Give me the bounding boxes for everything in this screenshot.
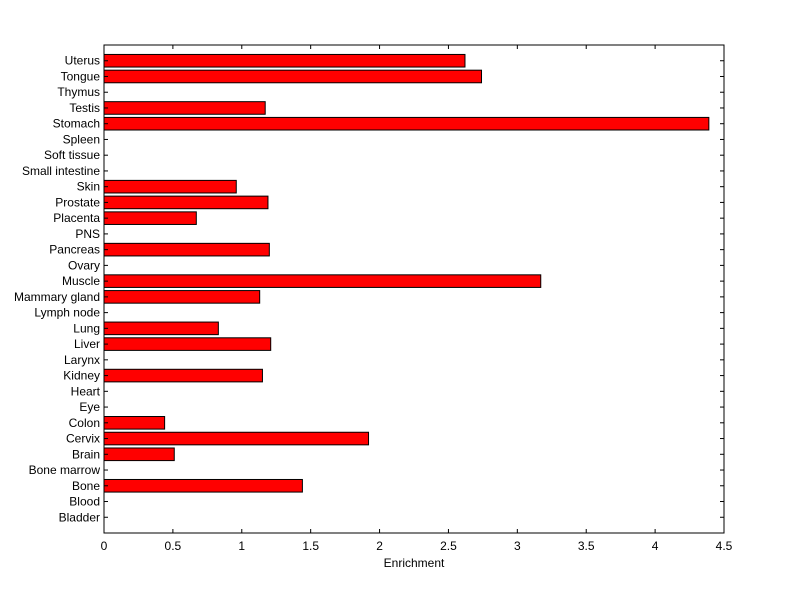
bar-stomach (103, 116, 710, 131)
y-tick-label: Thymus (57, 85, 100, 99)
bar-brain (103, 447, 175, 462)
bar-cervix (103, 431, 370, 446)
x-tick-label: 0.5 (165, 539, 182, 553)
y-tick-label: Muscle (62, 274, 100, 288)
y-tick-label: Stomach (53, 117, 100, 131)
y-tick-label: PNS (75, 227, 100, 241)
y-tick-label: Placenta (53, 211, 100, 225)
x-tick-label: 2.5 (440, 539, 457, 553)
x-axis-label: Enrichment (384, 556, 445, 570)
bar-uterus (103, 53, 466, 68)
bar-skin (103, 179, 237, 194)
y-tick-label: Bladder (59, 510, 100, 524)
y-tick-label: Kidney (63, 369, 100, 383)
y-tick-label: Colon (69, 416, 100, 430)
bar-kidney (103, 368, 263, 383)
bar-testis (103, 101, 266, 115)
y-tick-label: Tongue (61, 69, 101, 83)
y-tick-label: Eye (79, 400, 100, 414)
x-tick-label: 0 (101, 539, 108, 553)
y-tick-label: Lymph node (34, 306, 100, 320)
bar-pancreas (103, 242, 270, 257)
bar-liver (103, 337, 272, 351)
x-tick-label: 1 (238, 539, 245, 553)
y-tick-label: Cervix (66, 432, 100, 446)
y-tick-label: Liver (74, 337, 100, 351)
y-tick-label: Pancreas (49, 243, 100, 257)
y-tick-label: Small intestine (22, 164, 100, 178)
bar-tongue (103, 69, 483, 84)
bar-lung (103, 321, 219, 336)
x-tick-label: 2 (376, 539, 383, 553)
bar-colon (103, 416, 166, 430)
y-tick-label: Larynx (64, 353, 100, 367)
bar-placenta (103, 211, 197, 225)
bar-muscle (103, 274, 542, 288)
bar-prostate (103, 195, 269, 210)
y-tick-label: Heart (71, 384, 101, 398)
x-tick-label: 3 (514, 539, 521, 553)
y-tick-label: Brain (72, 447, 100, 461)
y-tick-label: Testis (69, 101, 100, 115)
y-tick-label: Spleen (63, 132, 100, 146)
y-tick-label: Lung (73, 321, 100, 335)
x-tick-label: 4.5 (716, 539, 733, 553)
y-tick-label: Soft tissue (44, 148, 100, 162)
x-tick-label: 4 (652, 539, 659, 553)
x-tick-label: 3.5 (578, 539, 595, 553)
y-tick-label: Prostate (55, 195, 100, 209)
x-ticks-group: 0 0.5 1 1.5 2 2.5 3 3.5 4 4.5 (101, 45, 733, 553)
y-tick-label: Bone marrow (29, 463, 101, 477)
bar-mammary-gland (103, 290, 261, 304)
bar-bone (103, 478, 303, 493)
x-tick-label: 1.5 (302, 539, 319, 553)
y-tick-label: Skin (77, 180, 100, 194)
y-tick-label: Uterus (65, 54, 100, 68)
y-tick-label: Ovary (68, 258, 100, 272)
bars-group (103, 53, 710, 493)
y-tick-label: Bone (72, 479, 100, 493)
y-tick-label: Mammary gland (14, 290, 100, 304)
y-tick-label: Blood (69, 495, 100, 509)
